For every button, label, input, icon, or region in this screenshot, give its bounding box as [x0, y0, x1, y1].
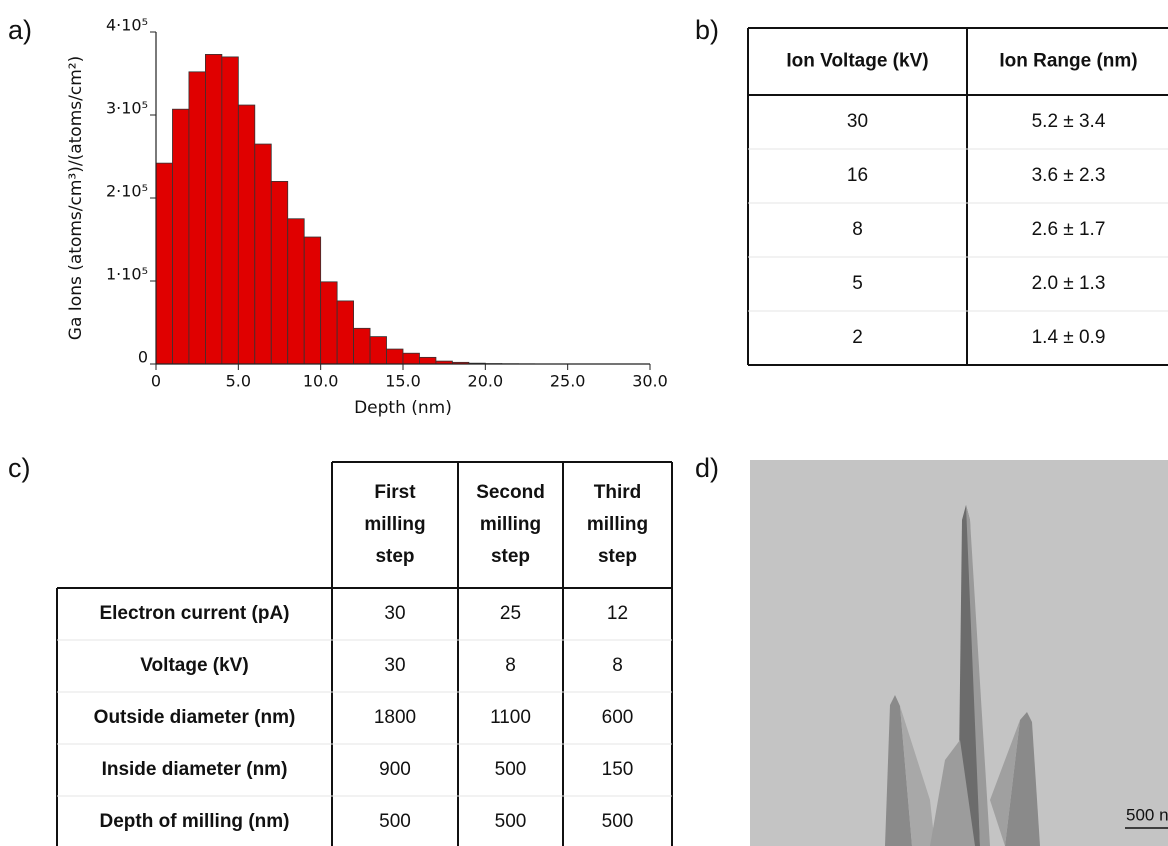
x-tick-label: 15.0	[385, 372, 421, 391]
header-line: milling	[587, 514, 648, 535]
table-header: First milling step	[364, 482, 425, 567]
x-tick-label: 20.0	[468, 372, 504, 391]
table-header: Third milling step	[587, 482, 648, 567]
y-tick-label: 1·10⁵	[106, 265, 148, 284]
header-line: Second	[476, 482, 545, 503]
bar	[402, 352, 420, 365]
panel-label: c)	[8, 453, 31, 483]
x-tick-label: 10.0	[303, 372, 339, 391]
x-tick-label: 0	[151, 372, 161, 391]
header-line: Third	[594, 482, 642, 503]
x-tick-label: 5.0	[226, 372, 251, 391]
bar	[155, 162, 173, 365]
bar	[353, 327, 371, 365]
table-cell: 500	[379, 811, 411, 832]
table-cell: 2.6 ± 1.7	[1032, 219, 1106, 240]
row-label: Electron current (pA)	[99, 603, 289, 624]
table-cell: 5	[852, 273, 863, 294]
table-cell: 1800	[374, 707, 416, 728]
panel-label: b)	[695, 15, 719, 45]
bar	[204, 54, 223, 365]
bar	[287, 218, 305, 365]
x-tick-label: 30.0	[632, 372, 668, 391]
table-cell: 8	[612, 655, 623, 676]
table-cell: 600	[602, 707, 634, 728]
table-cell: 2	[852, 327, 863, 348]
panel-label: a)	[8, 15, 32, 45]
y-tick-label: 2·10⁵	[106, 182, 148, 201]
table-cell: 1100	[490, 707, 531, 728]
table-cell: 1.4 ± 0.9	[1032, 327, 1106, 348]
table-cell: 8	[852, 219, 863, 240]
bar	[172, 108, 190, 365]
table-cell: 30	[847, 111, 868, 132]
row-label: Voltage (kV)	[140, 655, 248, 676]
table-header: Ion Range (nm)	[999, 51, 1137, 72]
bar	[419, 356, 437, 365]
table-cell: 30	[384, 655, 405, 676]
table-header: Ion Voltage (kV)	[786, 51, 928, 72]
header-line: First	[374, 482, 416, 503]
sem-image	[750, 460, 1168, 846]
bar	[237, 104, 256, 365]
table-cell: 12	[607, 603, 628, 624]
table-cell: 3.6 ± 2.3	[1032, 165, 1106, 186]
table-cell: 500	[602, 811, 634, 832]
header-line: step	[491, 546, 530, 567]
bar	[254, 143, 272, 365]
row-label: Depth of milling (nm)	[100, 811, 290, 832]
row-label: Inside diameter (nm)	[102, 759, 288, 780]
table-cell: 5.2 ± 3.4	[1032, 111, 1106, 132]
bar	[270, 180, 289, 365]
header-line: milling	[480, 514, 541, 535]
table-cell: 30	[384, 603, 405, 624]
header-line: step	[598, 546, 637, 567]
table-cell: 500	[495, 811, 527, 832]
table-cell: 150	[602, 759, 634, 780]
row-label: Outside diameter (nm)	[94, 707, 296, 728]
table-cell: 900	[379, 759, 411, 780]
x-tick-label: 25.0	[550, 372, 586, 391]
scale-bar-label: 500 nm	[1126, 805, 1168, 824]
y-tick-label: 0	[138, 348, 148, 367]
bar	[386, 348, 404, 365]
table-cell: 500	[495, 759, 527, 780]
x-axis-title: Depth (nm)	[354, 398, 452, 418]
header-line: milling	[364, 514, 425, 535]
bar	[320, 281, 338, 365]
header-line: step	[375, 546, 414, 567]
table-cell: 16	[847, 165, 868, 186]
bar	[221, 56, 239, 365]
bar	[369, 336, 387, 365]
bar	[188, 71, 206, 365]
bar	[336, 300, 354, 365]
bar	[303, 236, 322, 365]
table-cell: 25	[500, 603, 521, 624]
panel-label: d)	[695, 453, 719, 483]
table-cell: 2.0 ± 1.3	[1032, 273, 1106, 294]
y-tick-label: 3·10⁵	[106, 99, 148, 118]
table-cell: 8	[505, 655, 516, 676]
table-header: Second milling step	[476, 482, 545, 567]
y-tick-label: 4·10⁵	[106, 16, 148, 35]
y-axis-title: Ga Ions (atoms/cm³)/(atoms/cm²)	[66, 56, 86, 340]
